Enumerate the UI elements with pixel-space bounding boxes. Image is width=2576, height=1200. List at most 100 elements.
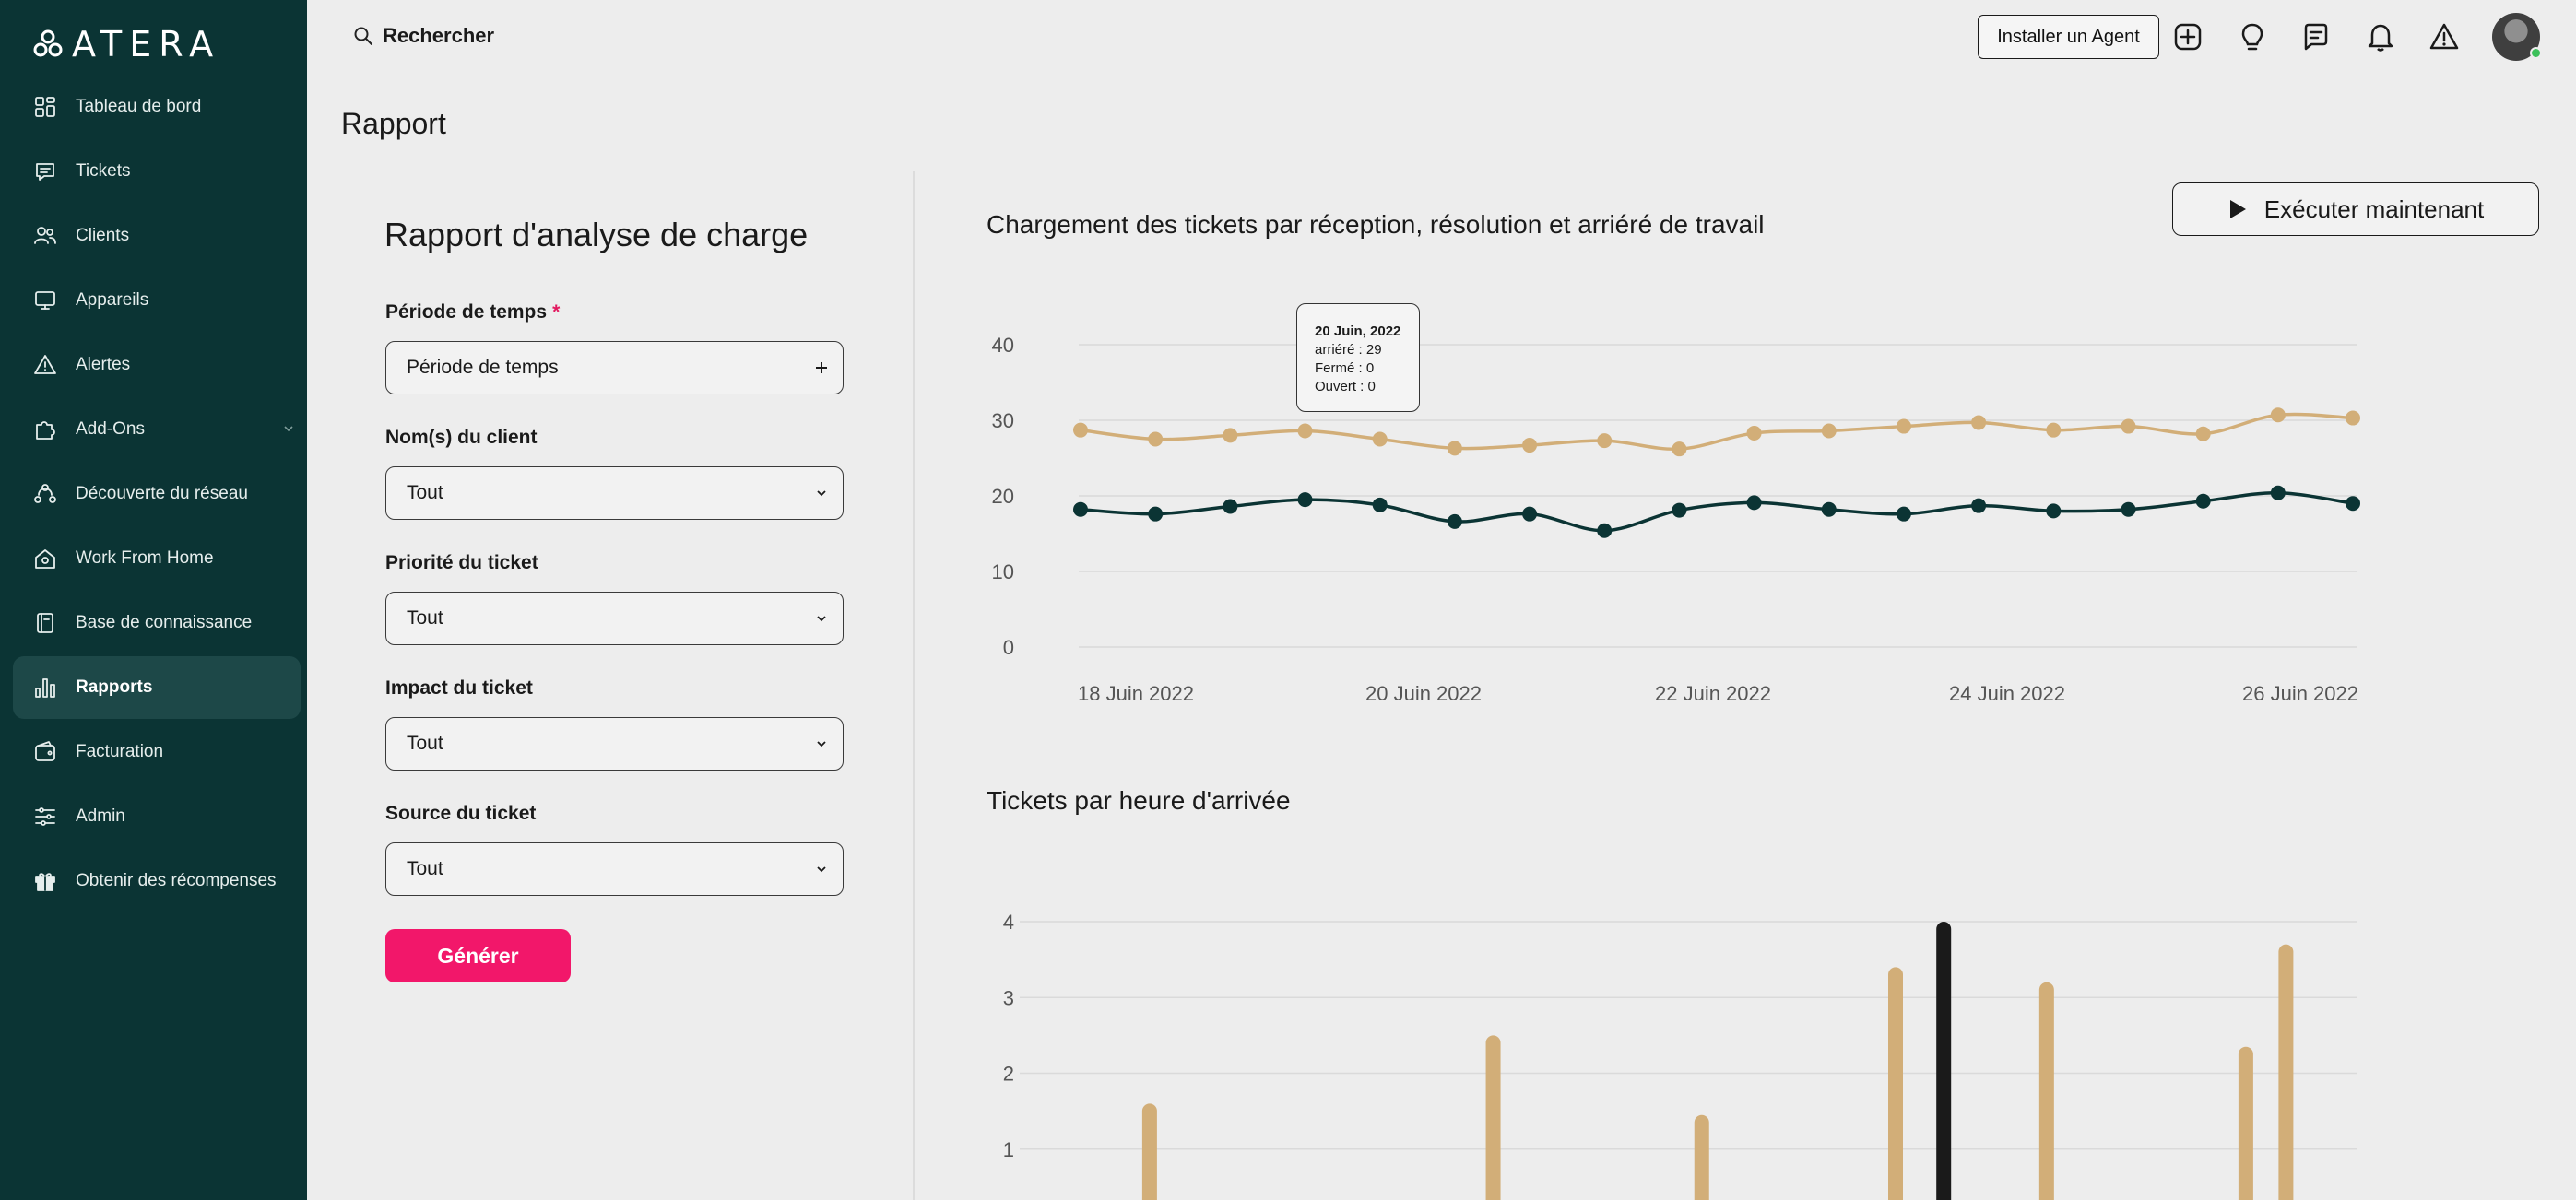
sidebar-item-label: Appareils — [76, 290, 149, 310]
sidebar-item-admin[interactable]: Admin — [13, 785, 301, 848]
field-value: Tout — [407, 607, 443, 629]
sidebar-item-label: Base de connaissance — [76, 613, 253, 632]
sidebar-item-add-ons[interactable]: Add-Ons — [13, 398, 301, 461]
data-point — [1672, 441, 1687, 457]
sidebar-nav: Tableau de bord Tickets Clients Appareils Al… — [13, 76, 301, 914]
sidebar-item-work-from-home[interactable]: Work From Home — [13, 527, 301, 590]
bar — [2038, 982, 2054, 1200]
tooltip-line-closed: Fermé : 0 — [1315, 360, 1375, 376]
load-chart-title: Chargement des tickets par réception, ré… — [987, 210, 1765, 239]
select-field[interactable]: Tout — [385, 717, 844, 771]
sidebar-item-facturation[interactable]: Facturation — [13, 721, 301, 783]
sidebar-item-rapports[interactable]: Rapports — [13, 656, 301, 719]
sidebar-item-tickets[interactable]: Tickets — [13, 140, 301, 203]
sidebar-item-label: Tableau de bord — [76, 97, 202, 116]
data-point — [1597, 433, 1613, 449]
select-field[interactable]: Tout — [385, 842, 844, 896]
arrival-chart-title: Tickets par heure d'arrivée — [987, 786, 1291, 815]
time-period-picker[interactable]: Période de temps — [385, 341, 844, 394]
select-field[interactable]: Tout — [385, 592, 844, 645]
data-point — [1522, 438, 1538, 453]
bar — [1485, 1035, 1501, 1200]
ticket-icon — [36, 163, 54, 181]
bar — [2238, 1046, 2253, 1200]
generate-button[interactable]: Générer — [385, 929, 571, 982]
data-point — [1447, 441, 1462, 456]
tooltip-line-backlog: arriéré : 29 — [1315, 342, 1382, 358]
field-label: Priorité du ticket — [385, 552, 538, 574]
field-value: Tout — [407, 482, 443, 503]
required-mark: * — [552, 301, 561, 323]
search-icon — [354, 27, 372, 45]
data-point — [1073, 422, 1088, 438]
x-tick-label: 18 Juin 2022 — [1078, 682, 1194, 705]
bar — [1694, 1114, 1709, 1200]
atera-logo[interactable]: ATERA — [33, 24, 220, 65]
sidebar-item-appareils[interactable]: Appareils — [13, 269, 301, 332]
data-point — [2195, 426, 2211, 441]
select-field[interactable]: Tout — [385, 466, 844, 520]
y-tick-label: 30 — [992, 409, 1014, 432]
data-point — [2346, 496, 2360, 512]
y-tick-label: 10 — [992, 560, 1014, 583]
data-point — [1821, 423, 1837, 439]
bar — [1141, 1103, 1157, 1200]
sidebar: ATERA Tableau de bord Tickets Clients Appar… — [0, 0, 307, 1200]
dashboard-icon — [35, 97, 55, 117]
install-agent-button[interactable]: Installer un Agent — [1978, 15, 2159, 59]
network-icon — [34, 484, 56, 503]
bar — [2278, 944, 2294, 1200]
tooltip-line-open: Ouvert : 0 — [1315, 379, 1376, 394]
chat-icon[interactable] — [2299, 20, 2333, 53]
run-now-button[interactable]: Exécuter maintenant — [2172, 182, 2539, 236]
bar — [1936, 922, 1952, 1200]
sidebar-item-label: Alertes — [76, 355, 131, 374]
sidebar-item-label: Work From Home — [76, 548, 214, 568]
bar-chart-icon — [35, 678, 55, 698]
sidebar-item-base-de-connaissance[interactable]: Base de connaissance — [13, 592, 301, 654]
sidebar-item-label: Rapports — [76, 677, 153, 697]
chevron-down-icon[interactable] — [282, 422, 295, 435]
user-avatar[interactable] — [2492, 13, 2542, 61]
sidebar-item-obtenir-des-recompenses[interactable]: Obtenir des récompenses — [13, 850, 301, 912]
sidebar-item-alertes[interactable]: Alertes — [13, 334, 301, 396]
sidebar-item-label: Clients — [76, 226, 130, 245]
sidebar-item-decouverte-du-reseau[interactable]: Découverte du réseau — [13, 463, 301, 525]
data-point — [1672, 502, 1687, 518]
chevron-down-icon — [817, 490, 826, 497]
sidebar-item-label: Admin — [76, 806, 125, 826]
monitor-icon — [35, 291, 55, 310]
data-point — [1148, 506, 1164, 522]
sidebar-item-tableau-de-bord[interactable]: Tableau de bord — [13, 76, 301, 138]
panel-divider — [913, 171, 915, 1200]
bell-icon[interactable] — [2364, 20, 2397, 53]
x-tick-label: 20 Juin 2022 — [1365, 682, 1482, 705]
chevron-down-icon — [817, 741, 826, 747]
bar — [1888, 967, 1903, 1200]
play-icon — [2229, 200, 2246, 218]
y-tick-label: 20 — [992, 485, 1014, 508]
users-icon — [34, 227, 56, 244]
y-tick-label: 0 — [1003, 636, 1014, 659]
page-title: Rapport — [341, 107, 446, 140]
top-bar: Rechercher Installer un Agent — [307, 0, 2576, 76]
puzzle-icon — [36, 421, 55, 440]
data-point — [1746, 495, 1762, 511]
series-line-0 — [1080, 412, 2354, 452]
y-tick-label: 40 — [992, 334, 1014, 357]
lightbulb-icon[interactable] — [2236, 20, 2269, 53]
data-point — [1073, 501, 1088, 517]
sidebar-item-clients[interactable]: Clients — [13, 205, 301, 267]
field-label-text: Impact du ticket — [385, 677, 533, 699]
search-box[interactable]: Rechercher — [353, 24, 494, 48]
field-label: Source du ticket — [385, 803, 536, 825]
y-tick-label: 1 — [1003, 1138, 1014, 1161]
plus-square-icon[interactable] — [2171, 20, 2204, 53]
data-point — [2195, 493, 2211, 509]
chevron-down-icon — [817, 866, 826, 873]
warning-icon[interactable] — [2428, 20, 2461, 53]
y-tick-label: 3 — [1003, 986, 1014, 1009]
field-label: Impact du ticket — [385, 677, 533, 700]
data-point — [1597, 523, 1613, 538]
alert-triangle-icon — [34, 355, 56, 374]
